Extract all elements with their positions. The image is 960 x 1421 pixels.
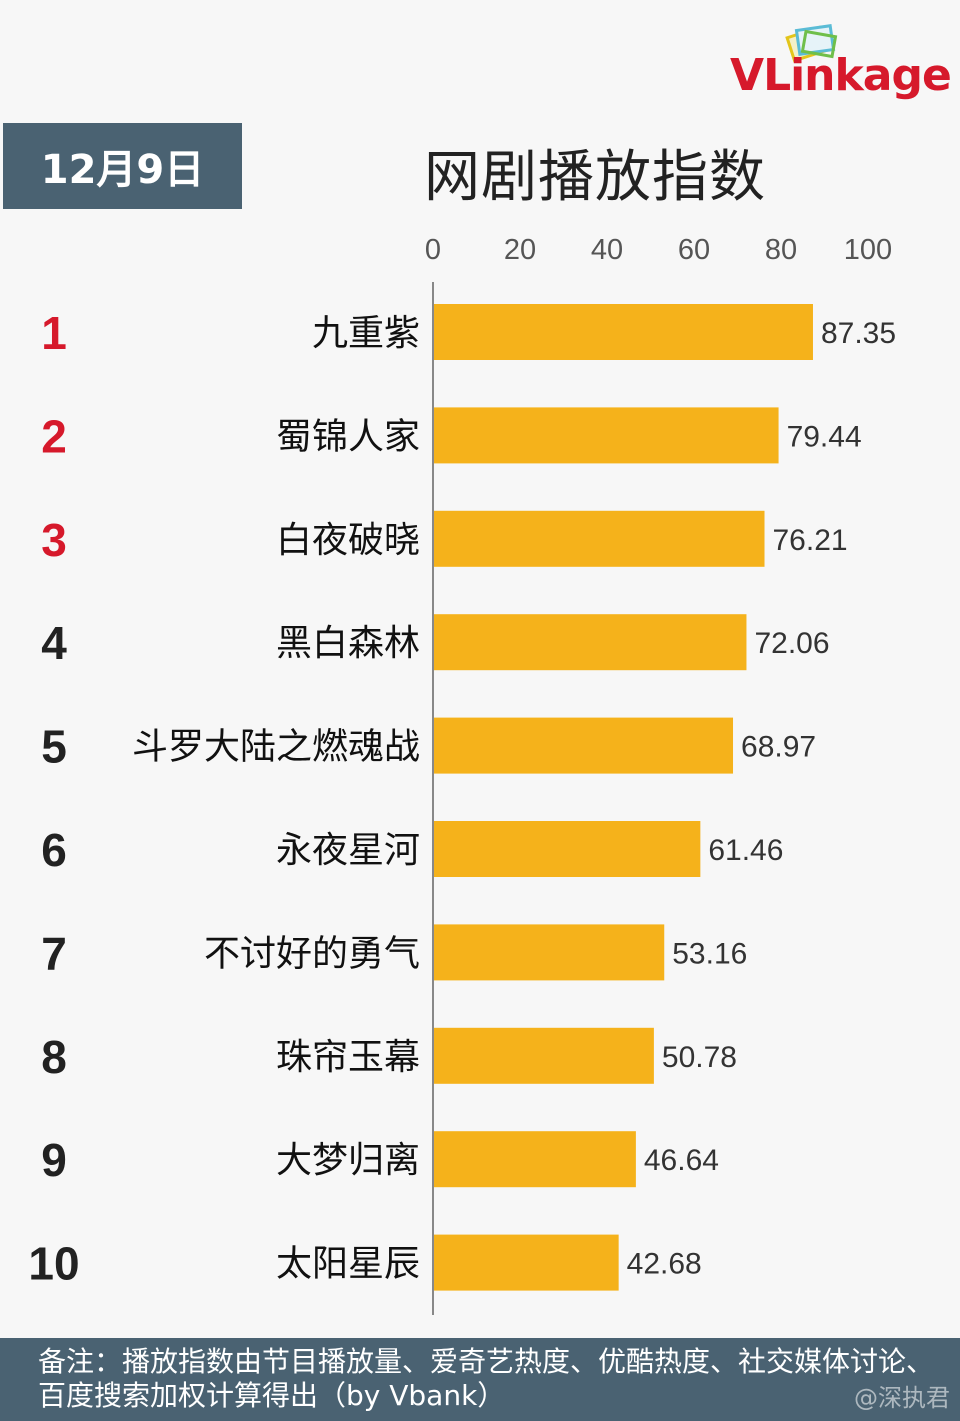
category-label: 珠帘玉幕 — [276, 1037, 420, 1078]
category-label: 不讨好的勇气 — [204, 933, 420, 974]
value-label: 53.16 — [672, 937, 747, 970]
rank-label: 7 — [41, 927, 67, 979]
bar — [434, 510, 765, 567]
value-label: 42.68 — [627, 1248, 702, 1281]
x-tick-label: 60 — [678, 234, 710, 266]
x-tick-label: 100 — [844, 234, 892, 266]
bar — [434, 407, 779, 464]
x-tick-label: 0 — [425, 234, 441, 266]
category-label: 黑白森林 — [276, 623, 420, 664]
bar — [434, 1234, 619, 1291]
footnote: 备注：播放指数由节目播放量、爱奇艺热度、优酷热度、社交媒体讨论、百度搜索加权计算… — [0, 1338, 960, 1421]
x-tick-label: 20 — [504, 234, 536, 266]
date-label: 12月9日 — [3, 123, 242, 209]
x-tick-label: 40 — [591, 234, 623, 266]
rank-label: 9 — [41, 1134, 67, 1186]
bar — [434, 614, 747, 671]
watermark: @深执君 — [854, 1384, 950, 1412]
value-label: 68.97 — [741, 731, 816, 764]
bar — [434, 1131, 636, 1188]
rank-label: 1 — [41, 307, 67, 359]
rank-label: 3 — [41, 514, 67, 566]
logo-cards-icon — [785, 24, 838, 63]
rank-label: 10 — [28, 1238, 79, 1290]
value-label: 79.44 — [787, 420, 862, 453]
category-label: 大梦归离 — [276, 1140, 420, 1181]
rank-label: 8 — [41, 1031, 67, 1083]
value-label: 61.46 — [708, 834, 783, 867]
bar-chart: 0 20 40 60 80 100 87.35 九重紫 1 79.44 蜀锦人家 2 76.21 白夜破晓… — [28, 234, 896, 1315]
value-label: 50.78 — [662, 1041, 737, 1074]
category-label: 蜀锦人家 — [276, 416, 420, 457]
category-label: 白夜破晓 — [276, 520, 420, 561]
bar — [434, 924, 665, 981]
value-label: 72.06 — [754, 627, 829, 660]
logo-text: VLinkage — [730, 50, 952, 101]
bar — [434, 304, 813, 360]
bar — [434, 821, 701, 877]
rank-label: 6 — [41, 824, 67, 876]
category-label: 斗罗大陆之燃魂战 — [132, 727, 420, 768]
rank-label: 2 — [41, 410, 67, 462]
value-label: 87.35 — [821, 317, 896, 350]
chart-title: 网剧播放指数 — [424, 145, 766, 210]
vlinkage-logo: VLinkage — [730, 22, 954, 102]
rank-label: 5 — [41, 721, 67, 773]
x-tick-label: 80 — [765, 234, 797, 266]
category-label: 九重紫 — [312, 313, 420, 354]
bar — [434, 1027, 654, 1084]
category-label: 太阳星辰 — [276, 1244, 420, 1285]
category-label: 永夜星河 — [276, 830, 420, 871]
bar — [434, 717, 734, 774]
value-label: 46.64 — [644, 1144, 719, 1177]
rank-label: 4 — [41, 617, 67, 669]
value-label: 76.21 — [773, 524, 848, 557]
